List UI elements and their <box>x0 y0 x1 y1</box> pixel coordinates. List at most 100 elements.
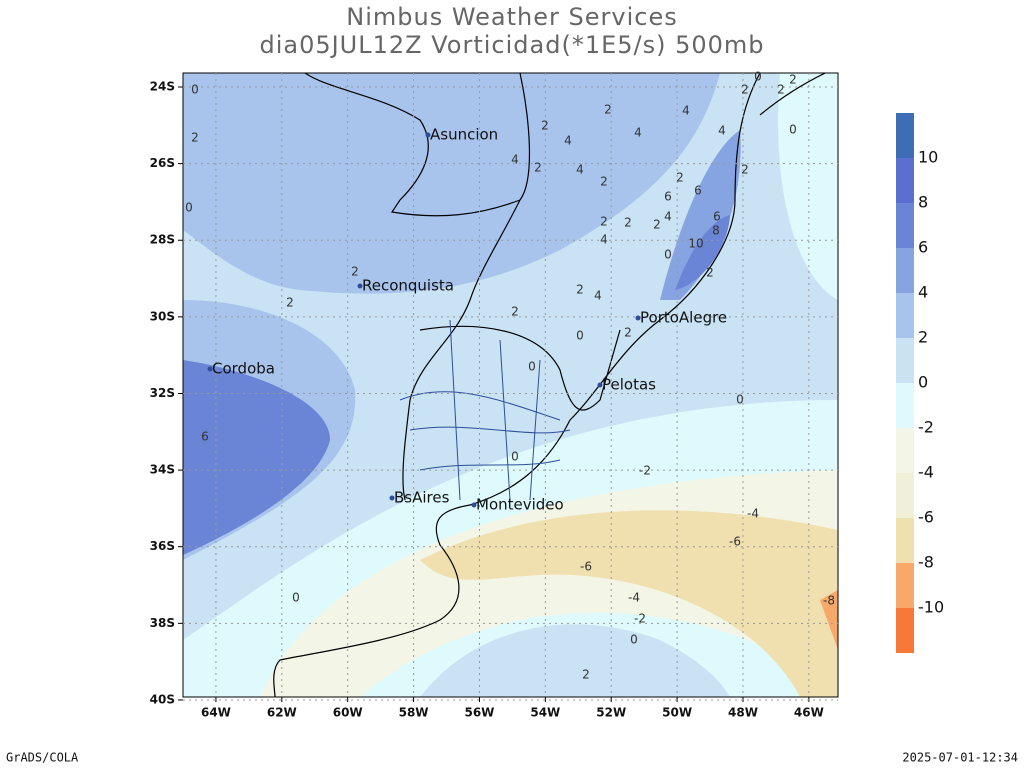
contour-label: 2 <box>600 215 608 229</box>
contour-label: -8 <box>823 594 835 608</box>
colorbar-label: -8 <box>918 553 934 572</box>
colorbar-label: -10 <box>918 598 944 617</box>
city-marker <box>389 495 395 501</box>
contour-label: 4 <box>576 163 584 177</box>
contour-label: -2 <box>639 464 651 478</box>
x-tick-label: 60W <box>333 706 363 720</box>
contour-label: 2 <box>789 73 797 87</box>
contour-label: 2 <box>604 103 612 117</box>
contour-label: 2 <box>600 175 608 189</box>
x-tick-label: 46W <box>794 706 824 720</box>
city-label: Pelotas <box>602 376 656 394</box>
colorbar-label: -6 <box>918 508 934 527</box>
contour-label: 2 <box>741 83 749 97</box>
contour-label: 0 <box>576 329 584 343</box>
colorbar-label: 8 <box>918 193 928 212</box>
x-tick-label: 54W <box>530 706 560 720</box>
contour-label: 0 <box>754 70 762 84</box>
subtitle: dia05JUL12Z Vorticidad(*1E5/s) 500mb <box>259 31 764 59</box>
contour-label: 4 <box>718 124 726 138</box>
city-label: Montevideo <box>476 496 564 514</box>
colorbar-label: -2 <box>918 418 934 437</box>
y-tick-label: 30S <box>150 309 175 323</box>
city-marker <box>597 382 603 388</box>
y-tick-label: 32S <box>150 386 175 400</box>
x-tick-label: 64W <box>201 706 231 720</box>
colorbar-box <box>896 248 914 293</box>
band <box>420 624 730 697</box>
y-tick-label: 28S <box>150 233 175 247</box>
x-tick-label: 62W <box>267 706 297 720</box>
contour-label: 2 <box>582 668 590 682</box>
contour-label: 2 <box>676 171 684 185</box>
contour-label: 8 <box>712 224 720 238</box>
field <box>183 73 838 697</box>
contour-label: 2 <box>741 163 749 177</box>
colorbar-label: 0 <box>918 373 928 392</box>
colorbar-box <box>896 563 914 608</box>
city-label: Asuncion <box>430 126 498 144</box>
colorbar-box <box>896 428 914 473</box>
colorbar-box <box>896 473 914 518</box>
colorbar-box <box>896 518 914 563</box>
colorbar-label: 6 <box>918 238 928 257</box>
x-tick-label: 56W <box>464 706 494 720</box>
band <box>420 510 838 697</box>
title: Nimbus Weather Services <box>346 3 677 31</box>
x-tick-label: 48W <box>728 706 758 720</box>
x-tick-label: 58W <box>399 706 429 720</box>
city-label: BsAires <box>394 489 450 507</box>
y-tick-label: 24S <box>150 80 175 94</box>
colorbar-label: 2 <box>918 328 928 347</box>
contour-label: 6 <box>664 190 672 204</box>
city-label: Reconquista <box>362 277 454 295</box>
contour-label: 0 <box>664 248 672 262</box>
colorbar-box <box>896 113 914 158</box>
city-label: Cordoba <box>212 360 275 378</box>
contour-label: 0 <box>736 393 744 407</box>
colorbar-box <box>896 383 914 428</box>
city-marker <box>471 502 477 508</box>
contour-label: 0 <box>789 123 797 137</box>
contour-label: 2 <box>511 305 519 319</box>
contour-label: 2 <box>706 266 714 280</box>
internal-borders <box>399 319 571 501</box>
contour-label: 0 <box>528 360 536 374</box>
contour-label: 2 <box>534 161 542 175</box>
y-tick-label: 40S <box>150 692 175 706</box>
band <box>778 73 838 300</box>
footer-left: GrADS/COLA <box>6 751 79 765</box>
colorbar-label: 10 <box>918 148 938 167</box>
map-frame <box>182 72 839 698</box>
band <box>675 215 730 290</box>
contour-label: 4 <box>600 233 608 247</box>
coastline-borders <box>273 73 827 697</box>
y-tick-label: 36S <box>150 539 175 553</box>
contour-label: 2 <box>624 326 632 340</box>
footer-right: 2025-07-01-12:34 <box>902 751 1018 765</box>
x-tick-label: 50W <box>662 706 692 720</box>
contour-label: 2 <box>191 131 199 145</box>
city-label: PortoAlegre <box>640 309 727 327</box>
contour-label: 0 <box>511 450 519 464</box>
y-tick-label: 26S <box>150 156 175 170</box>
y-tick-label: 34S <box>150 463 175 477</box>
band <box>820 590 838 650</box>
city-marker <box>357 283 363 289</box>
contour-label: 2 <box>653 218 661 232</box>
colorbar-label: -4 <box>918 463 934 482</box>
contour-label: 2 <box>541 119 549 133</box>
contour-label: 0 <box>185 201 193 215</box>
contour-label: 2 <box>286 296 294 310</box>
band <box>183 360 330 555</box>
colorbar-label: 4 <box>918 283 928 302</box>
contour-label: -6 <box>580 560 592 574</box>
colorbar-box <box>896 293 914 338</box>
band <box>660 130 741 300</box>
contour-label: 4 <box>564 134 572 148</box>
x-tick-label: 52W <box>596 706 626 720</box>
contour-label: 0 <box>292 591 300 605</box>
city-marker <box>207 366 213 372</box>
contour-label: 6 <box>201 430 209 444</box>
